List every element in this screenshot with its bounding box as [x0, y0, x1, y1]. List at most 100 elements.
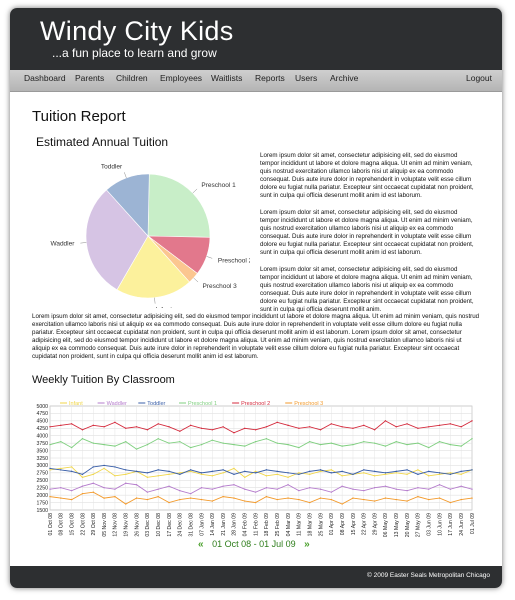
data-point-preschool-1: [233, 443, 235, 446]
data-point-infant: [373, 475, 376, 477]
data-point-waddler: [125, 482, 127, 484]
data-point-toddler: [179, 473, 181, 476]
x-tick-label: 25 Feb 09: [275, 513, 281, 536]
data-point-toddler: [308, 470, 311, 473]
data-point-preschool-2: [92, 424, 94, 427]
nav-archive[interactable]: Archive: [330, 73, 359, 83]
y-tick-label: 4250: [36, 426, 48, 432]
data-point-infant: [200, 473, 203, 476]
data-point-preschool-3: [428, 498, 430, 501]
nav-waitlists[interactable]: Waitlists: [211, 73, 243, 83]
data-point-toddler: [406, 469, 408, 471]
data-point-preschool-1: [449, 443, 452, 446]
data-point-preschool-3: [60, 497, 62, 499]
x-tick-label: 17 Dec 08: [167, 513, 173, 537]
data-point-waddler: [92, 482, 94, 484]
nav-employees[interactable]: Employees: [160, 73, 203, 83]
data-point-preschool-3: [449, 501, 452, 504]
data-point-preschool-3: [70, 498, 73, 501]
data-point-preschool-2: [254, 429, 257, 431]
data-point-infant: [319, 470, 322, 473]
data-point-preschool-2: [308, 426, 311, 428]
data-point-preschool-3: [330, 498, 333, 501]
data-point-toddler: [449, 473, 452, 476]
data-point-toddler: [125, 469, 127, 471]
data-point-infant: [222, 472, 224, 474]
data-point-preschool-3: [233, 497, 235, 499]
prev-period-button[interactable]: «: [198, 539, 204, 550]
x-tick-label: 01 Jul 09: [470, 513, 476, 534]
data-point-preschool-1: [168, 442, 170, 444]
nav-reports[interactable]: Reports: [255, 73, 285, 83]
y-tick-label: 5000: [36, 404, 48, 410]
x-tick-label: 10 Dec 08: [156, 513, 162, 537]
legend-entry-waddler: Waddler: [107, 401, 127, 407]
data-point-toddler: [200, 472, 203, 474]
data-point-infant: [49, 469, 51, 471]
legend-entry-toddler: Toddler: [147, 401, 165, 407]
data-point-preschool-3: [341, 503, 343, 505]
data-point-preschool-2: [276, 421, 278, 424]
data-point-infant: [265, 475, 268, 477]
data-point-preschool-3: [254, 501, 257, 504]
data-point-preschool-2: [222, 426, 224, 428]
data-point-preschool-3: [417, 495, 419, 498]
y-tick-label: 3250: [36, 456, 48, 462]
data-point-toddler: [49, 467, 51, 470]
data-point-toddler: [222, 469, 224, 471]
data-point-waddler: [265, 487, 268, 489]
x-tick-label: 04 Feb 09: [243, 513, 249, 536]
data-point-toddler: [417, 473, 419, 476]
series-line-preschool-3: [49, 491, 473, 505]
x-tick-label: 20 May 09: [405, 513, 411, 537]
nav-logout[interactable]: Logout: [466, 73, 492, 83]
nav-children[interactable]: Children: [116, 73, 148, 83]
pie-slice-preschool-1: [147, 173, 211, 238]
x-tick-label: 06 May 09: [383, 513, 389, 537]
data-point-preschool-2: [265, 426, 268, 428]
series-line-toddler: [49, 464, 473, 475]
x-tick-label: 15 Apr 09: [351, 513, 357, 535]
y-tick-label: 2500: [36, 478, 48, 484]
data-point-infant: [384, 473, 387, 476]
data-point-preschool-1: [319, 443, 322, 446]
nav-dashboard[interactable]: Dashboard: [24, 73, 66, 83]
data-point-infant: [276, 473, 278, 476]
data-point-preschool-2: [384, 420, 387, 422]
data-point-waddler: [438, 484, 441, 486]
data-point-preschool-1: [287, 443, 289, 446]
data-point-toddler: [92, 466, 94, 468]
data-point-infant: [438, 473, 441, 476]
data-point-preschool-3: [373, 500, 376, 502]
pie-leader-waddler: [80, 242, 87, 244]
data-point-preschool-1: [222, 442, 224, 444]
data-point-preschool-3: [49, 495, 51, 498]
data-point-waddler: [395, 488, 397, 490]
data-point-preschool-3: [114, 495, 116, 498]
page-title: Tuition Report: [32, 108, 126, 125]
data-point-waddler: [341, 485, 343, 487]
data-point-waddler: [114, 488, 116, 490]
data-point-preschool-2: [449, 423, 452, 425]
pie-label-preschool-1: Preschool 1: [201, 182, 236, 189]
x-tick-label: 25 Mar 09: [318, 513, 324, 536]
nav-parents[interactable]: Parents: [75, 73, 105, 83]
data-point-preschool-3: [125, 503, 127, 505]
data-point-infant: [363, 472, 365, 474]
data-point-preschool-2: [395, 426, 397, 428]
nav-users[interactable]: Users: [295, 73, 318, 83]
data-point-preschool-2: [438, 424, 441, 427]
data-point-preschool-1: [254, 440, 257, 443]
data-point-preschool-2: [244, 427, 246, 429]
data-point-toddler: [103, 464, 105, 467]
brand-name[interactable]: Windy City Kids: [40, 16, 234, 46]
x-tick-label: 29 Oct 08: [91, 513, 97, 536]
x-tick-label: 26 Nov 08: [134, 513, 140, 537]
next-period-button[interactable]: »: [304, 539, 310, 550]
data-point-preschool-3: [265, 495, 268, 498]
data-point-preschool-1: [363, 440, 365, 443]
data-point-preschool-3: [287, 497, 289, 499]
y-tick-label: 4500: [36, 419, 48, 425]
data-point-waddler: [81, 485, 84, 487]
